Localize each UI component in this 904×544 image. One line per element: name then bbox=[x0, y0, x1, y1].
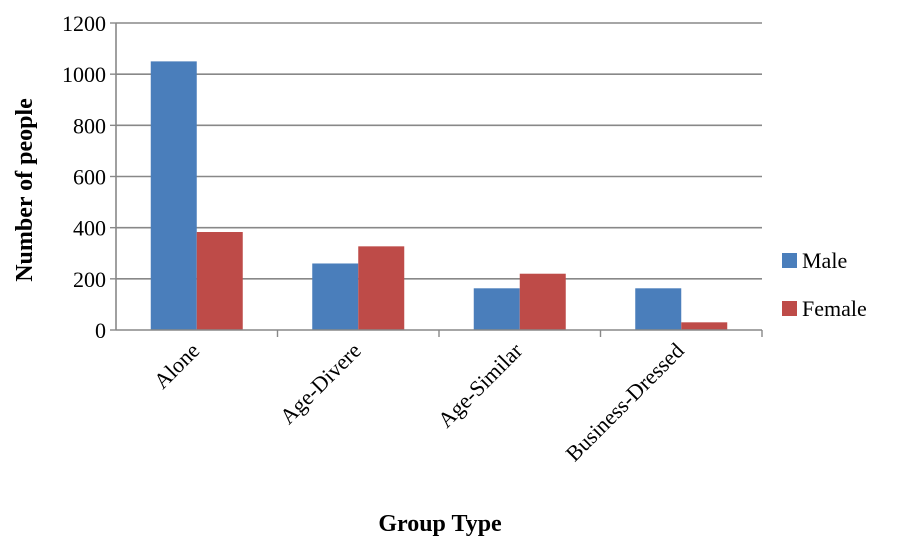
x-category-label: Alone bbox=[149, 338, 205, 394]
legend-label-male: Male bbox=[802, 248, 847, 273]
gridlines bbox=[116, 22, 762, 280]
y-axis-title: Number of people bbox=[12, 98, 38, 282]
y-tick-label: 600 bbox=[73, 165, 106, 190]
bars bbox=[150, 61, 728, 330]
legend-swatch-female bbox=[782, 301, 797, 316]
x-category-labels: Alone Age-Divere Age-Similar Business-Dress… bbox=[149, 337, 689, 466]
y-tick-label: 800 bbox=[73, 113, 106, 138]
y-tick-label: 200 bbox=[73, 267, 106, 292]
bar-female-business-dressed bbox=[681, 322, 728, 330]
bar-female-alone bbox=[196, 232, 243, 330]
bar-male-alone bbox=[150, 61, 197, 330]
legend: Male Female bbox=[782, 248, 867, 321]
legend-label-female: Female bbox=[802, 296, 867, 321]
x-category-label: Age-Similar bbox=[433, 337, 528, 432]
y-tick-label: 1000 bbox=[62, 62, 106, 87]
y-tick-label: 0 bbox=[95, 318, 106, 343]
bar-female-age-divere bbox=[358, 246, 405, 330]
x-category-label: Business-Dressed bbox=[560, 338, 688, 466]
x-axis-title: Group Type bbox=[378, 511, 502, 537]
bar-male-age-divere bbox=[312, 263, 359, 330]
y-tick-label: 1200 bbox=[62, 11, 106, 36]
legend-swatch-male bbox=[782, 253, 797, 268]
bar-female-age-similar bbox=[519, 273, 566, 330]
y-tick-label: 400 bbox=[73, 216, 106, 241]
bar-male-age-similar bbox=[473, 288, 520, 330]
y-tick-labels: 0 200 400 600 800 1000 1200 bbox=[62, 11, 106, 343]
bar-male-business-dressed bbox=[635, 288, 682, 330]
axes bbox=[110, 22, 763, 337]
x-category-label: Age-Divere bbox=[275, 338, 366, 429]
